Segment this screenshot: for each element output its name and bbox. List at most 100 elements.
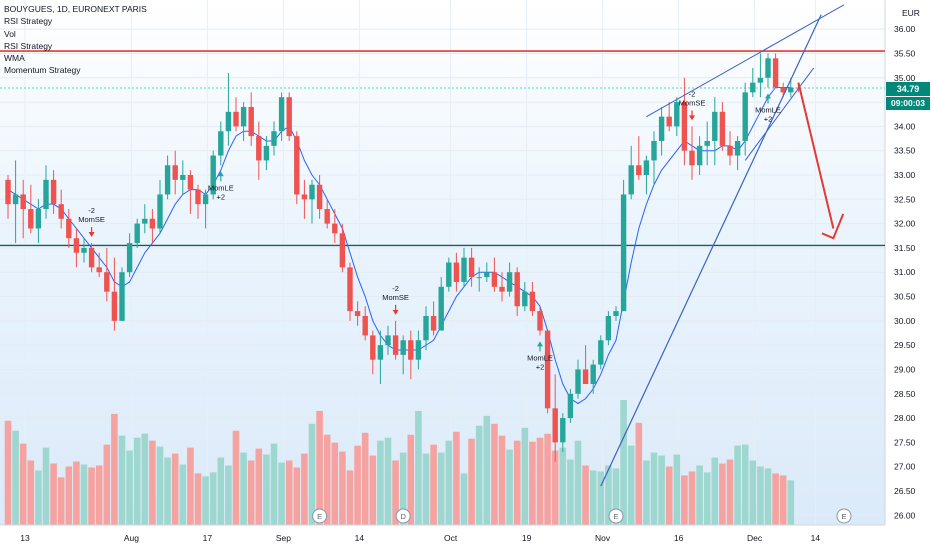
legend-symbol[interactable]: BOUYGUES, 1D, EURONEXT PARIS (4, 4, 147, 14)
candle (620, 179, 627, 312)
candle-body (674, 102, 680, 127)
y-tick-label: 31.00 (894, 267, 916, 277)
volume-bar (95, 465, 103, 525)
candle-body (309, 184, 315, 200)
volume-bar (513, 440, 521, 525)
candle (332, 209, 338, 244)
volume-bar (787, 480, 795, 525)
volume-bar (620, 400, 627, 525)
volume-bar (719, 463, 726, 525)
candle (362, 306, 368, 341)
candle-body (620, 194, 627, 312)
event-marker-label: D (400, 512, 406, 521)
x-tick-label: Nov (595, 533, 611, 543)
volume-bar (437, 452, 445, 525)
signal-arrow-up (765, 93, 771, 99)
candle-body (453, 262, 460, 282)
currency-label[interactable]: EUR (902, 8, 920, 18)
volume-bar (741, 444, 749, 525)
candle-body (537, 311, 543, 331)
candle-body (187, 175, 194, 190)
volume-bar (407, 434, 415, 525)
candle (643, 155, 650, 195)
candle (689, 126, 695, 180)
candle (506, 262, 513, 297)
candle (453, 252, 460, 292)
candle (392, 320, 399, 360)
legend-rsi-strategy[interactable]: RSI Strategy (4, 16, 53, 27)
volume-bar (361, 432, 369, 525)
volume-bar (559, 447, 567, 525)
candle-body (529, 291, 536, 312)
candle (233, 97, 239, 132)
volume-bar (141, 433, 149, 525)
strategy-signal: MomLE+2 (208, 171, 234, 201)
volume-bar (240, 452, 247, 525)
candle-body (415, 340, 422, 360)
volume-bar (369, 455, 377, 525)
candle (218, 121, 224, 166)
volume-bar (354, 445, 361, 525)
candle-body (765, 58, 771, 78)
legend-rsi-strategy-2[interactable]: RSI Strategy (4, 40, 53, 51)
y-tick-label: 35.00 (894, 73, 916, 83)
volume-bar (665, 466, 673, 525)
event-marker: E (836, 508, 852, 524)
candle (347, 262, 353, 321)
volume-bar (764, 468, 772, 525)
candle (225, 72, 232, 146)
volume-bar (749, 460, 757, 525)
volume-bar (757, 466, 764, 525)
y-tick-label: 26.00 (894, 510, 916, 520)
candle-body (643, 160, 650, 175)
volume-bar (703, 472, 711, 525)
candle (757, 53, 764, 98)
volume-bar (126, 450, 133, 525)
y-tick-label: 28.50 (894, 389, 916, 399)
candle-body (28, 209, 34, 229)
candle (658, 106, 665, 156)
legend-wma[interactable]: WMA (4, 53, 25, 64)
candle-body (324, 209, 330, 224)
volume-bar (536, 437, 544, 525)
ascending-trendline (600, 14, 822, 487)
forecast-arrow-shaft (797, 82, 835, 229)
candle-body (408, 340, 414, 360)
candle (202, 189, 209, 229)
candle-body (172, 165, 178, 180)
event-marker: D (395, 508, 411, 524)
candle (50, 170, 57, 214)
candle-body (704, 140, 710, 146)
signal-label: +2 (764, 115, 773, 124)
volume-bar (635, 422, 643, 525)
event-marker-circle (312, 508, 328, 524)
volume-bar (415, 410, 422, 525)
candle-body (696, 145, 703, 166)
candle (286, 92, 292, 141)
candle-body (5, 179, 11, 205)
strategy-signal: MomLE+2 (527, 341, 553, 371)
legend-momentum-strategy[interactable]: Momentum Strategy (4, 65, 81, 76)
candle-body (689, 150, 695, 166)
candle-body (66, 218, 72, 239)
candle-body (142, 218, 148, 224)
signal-label: MomSE (382, 293, 409, 302)
volume-bar (301, 453, 308, 525)
volume-bar (483, 415, 491, 525)
candle (696, 136, 703, 175)
volume-bar (164, 457, 171, 525)
candle-body (575, 369, 581, 394)
event-marker-circle (836, 508, 852, 524)
last-price-tag: 34.79 (886, 82, 930, 96)
volume-bar (468, 438, 475, 525)
candle-body (339, 233, 346, 268)
candle-body (263, 145, 270, 161)
legend-vol[interactable]: Vol (4, 28, 16, 39)
candle (28, 184, 34, 234)
candle-body (271, 131, 277, 146)
candle-body (544, 330, 551, 409)
volume-bar (316, 410, 323, 525)
